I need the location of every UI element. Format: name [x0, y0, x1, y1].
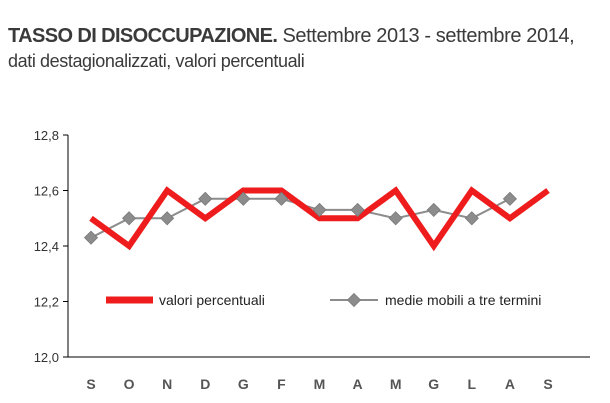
moving-average-point: [312, 202, 327, 217]
chart-subtitle: dati destagionalizzati, valori percentua…: [8, 51, 305, 71]
x-tick-label: M: [314, 376, 326, 392]
moving-average-point: [274, 191, 289, 206]
x-tick-label: S: [543, 376, 552, 392]
legend-label-percent: valori percentuali: [159, 292, 265, 308]
moving-average-point: [464, 211, 479, 226]
y-tick-label: 12,2: [34, 295, 59, 310]
moving-average-point: [502, 191, 517, 206]
moving-average-point: [426, 202, 441, 217]
x-tick-label: S: [86, 376, 95, 392]
moving-average-point: [198, 191, 213, 206]
x-tick-label: G: [428, 376, 439, 392]
x-tick-label: D: [200, 376, 210, 392]
x-tick-label: G: [238, 376, 249, 392]
x-tick-label: M: [390, 376, 402, 392]
x-tick-label: O: [124, 376, 135, 392]
chart-title: TASSO DI DISOCCUPAZIONE. Settembre 2013 …: [8, 24, 604, 49]
chart-axes: [67, 135, 590, 358]
moving-average-point: [83, 230, 99, 245]
x-tick-label: L: [468, 376, 477, 392]
moving-average-point: [160, 211, 175, 226]
chart-title-bold: TASSO DI DISOCCUPAZIONE.: [8, 25, 278, 47]
y-tick-label: 12,6: [34, 184, 59, 199]
x-tick-label: A: [505, 376, 515, 392]
legend-label-moving-average: medie mobili a tre termini: [385, 292, 541, 308]
moving-average-point: [388, 211, 403, 226]
y-tick-label: 12,8: [34, 128, 59, 143]
x-tick-label: F: [277, 376, 286, 392]
percent-values-line: [89, 186, 550, 252]
y-axis-ticks: 12,0 12,2 12,4 12,6 12,8: [34, 128, 68, 365]
x-tick-label: A: [353, 376, 363, 392]
series-percent-values: [83, 186, 550, 252]
y-tick-label: 12,0: [34, 350, 59, 365]
moving-average-point: [236, 191, 251, 206]
moving-average-point: [350, 202, 365, 217]
chart-title-rest: Settembre 2013 - settembre 2014,: [277, 25, 575, 47]
chart-header: TASSO DI DISOCCUPAZIONE. Settembre 2013 …: [8, 24, 604, 73]
x-tick-label: N: [162, 376, 172, 392]
legend-marker-moving-average: [346, 292, 362, 308]
moving-average-point: [122, 211, 137, 226]
chart-legend: valori percentuali medie mobili a tre ter…: [106, 292, 541, 308]
y-tick-label: 12,4: [34, 239, 59, 254]
